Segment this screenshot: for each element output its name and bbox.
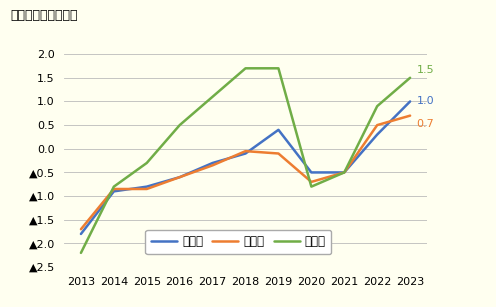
商業地 — [243, 67, 248, 70]
全用途 — [210, 161, 216, 165]
住宅地 — [243, 149, 248, 153]
Line: 全用途: 全用途 — [81, 101, 410, 234]
商業地 — [210, 95, 216, 99]
全用途 — [111, 189, 117, 193]
商業地 — [144, 161, 150, 165]
Text: 1.5: 1.5 — [417, 65, 434, 75]
全用途 — [243, 152, 248, 155]
住宅地 — [144, 187, 150, 191]
全用途 — [374, 133, 380, 136]
住宅地 — [341, 171, 347, 174]
全用途 — [309, 171, 314, 174]
住宅地 — [407, 114, 413, 118]
商業地 — [374, 104, 380, 108]
全用途 — [78, 232, 84, 236]
商業地 — [309, 185, 314, 188]
全用途 — [341, 171, 347, 174]
全用途 — [407, 99, 413, 103]
住宅地 — [275, 152, 281, 155]
商業地 — [341, 171, 347, 174]
全用途 — [144, 185, 150, 188]
商業地 — [177, 123, 183, 127]
Text: 0.7: 0.7 — [417, 119, 434, 129]
Text: （前年同月比、％）: （前年同月比、％） — [10, 9, 77, 22]
商業地 — [407, 76, 413, 80]
Legend: 全用途, 住宅地, 商業地: 全用途, 住宅地, 商業地 — [145, 230, 331, 255]
Line: 住宅地: 住宅地 — [81, 116, 410, 229]
住宅地 — [210, 164, 216, 167]
全用途 — [177, 175, 183, 179]
住宅地 — [374, 123, 380, 127]
商業地 — [78, 251, 84, 255]
住宅地 — [309, 180, 314, 184]
Line: 商業地: 商業地 — [81, 68, 410, 253]
Text: 1.0: 1.0 — [417, 96, 434, 107]
全用途 — [275, 128, 281, 132]
商業地 — [275, 67, 281, 70]
住宅地 — [111, 187, 117, 191]
住宅地 — [78, 227, 84, 231]
商業地 — [111, 185, 117, 188]
住宅地 — [177, 175, 183, 179]
